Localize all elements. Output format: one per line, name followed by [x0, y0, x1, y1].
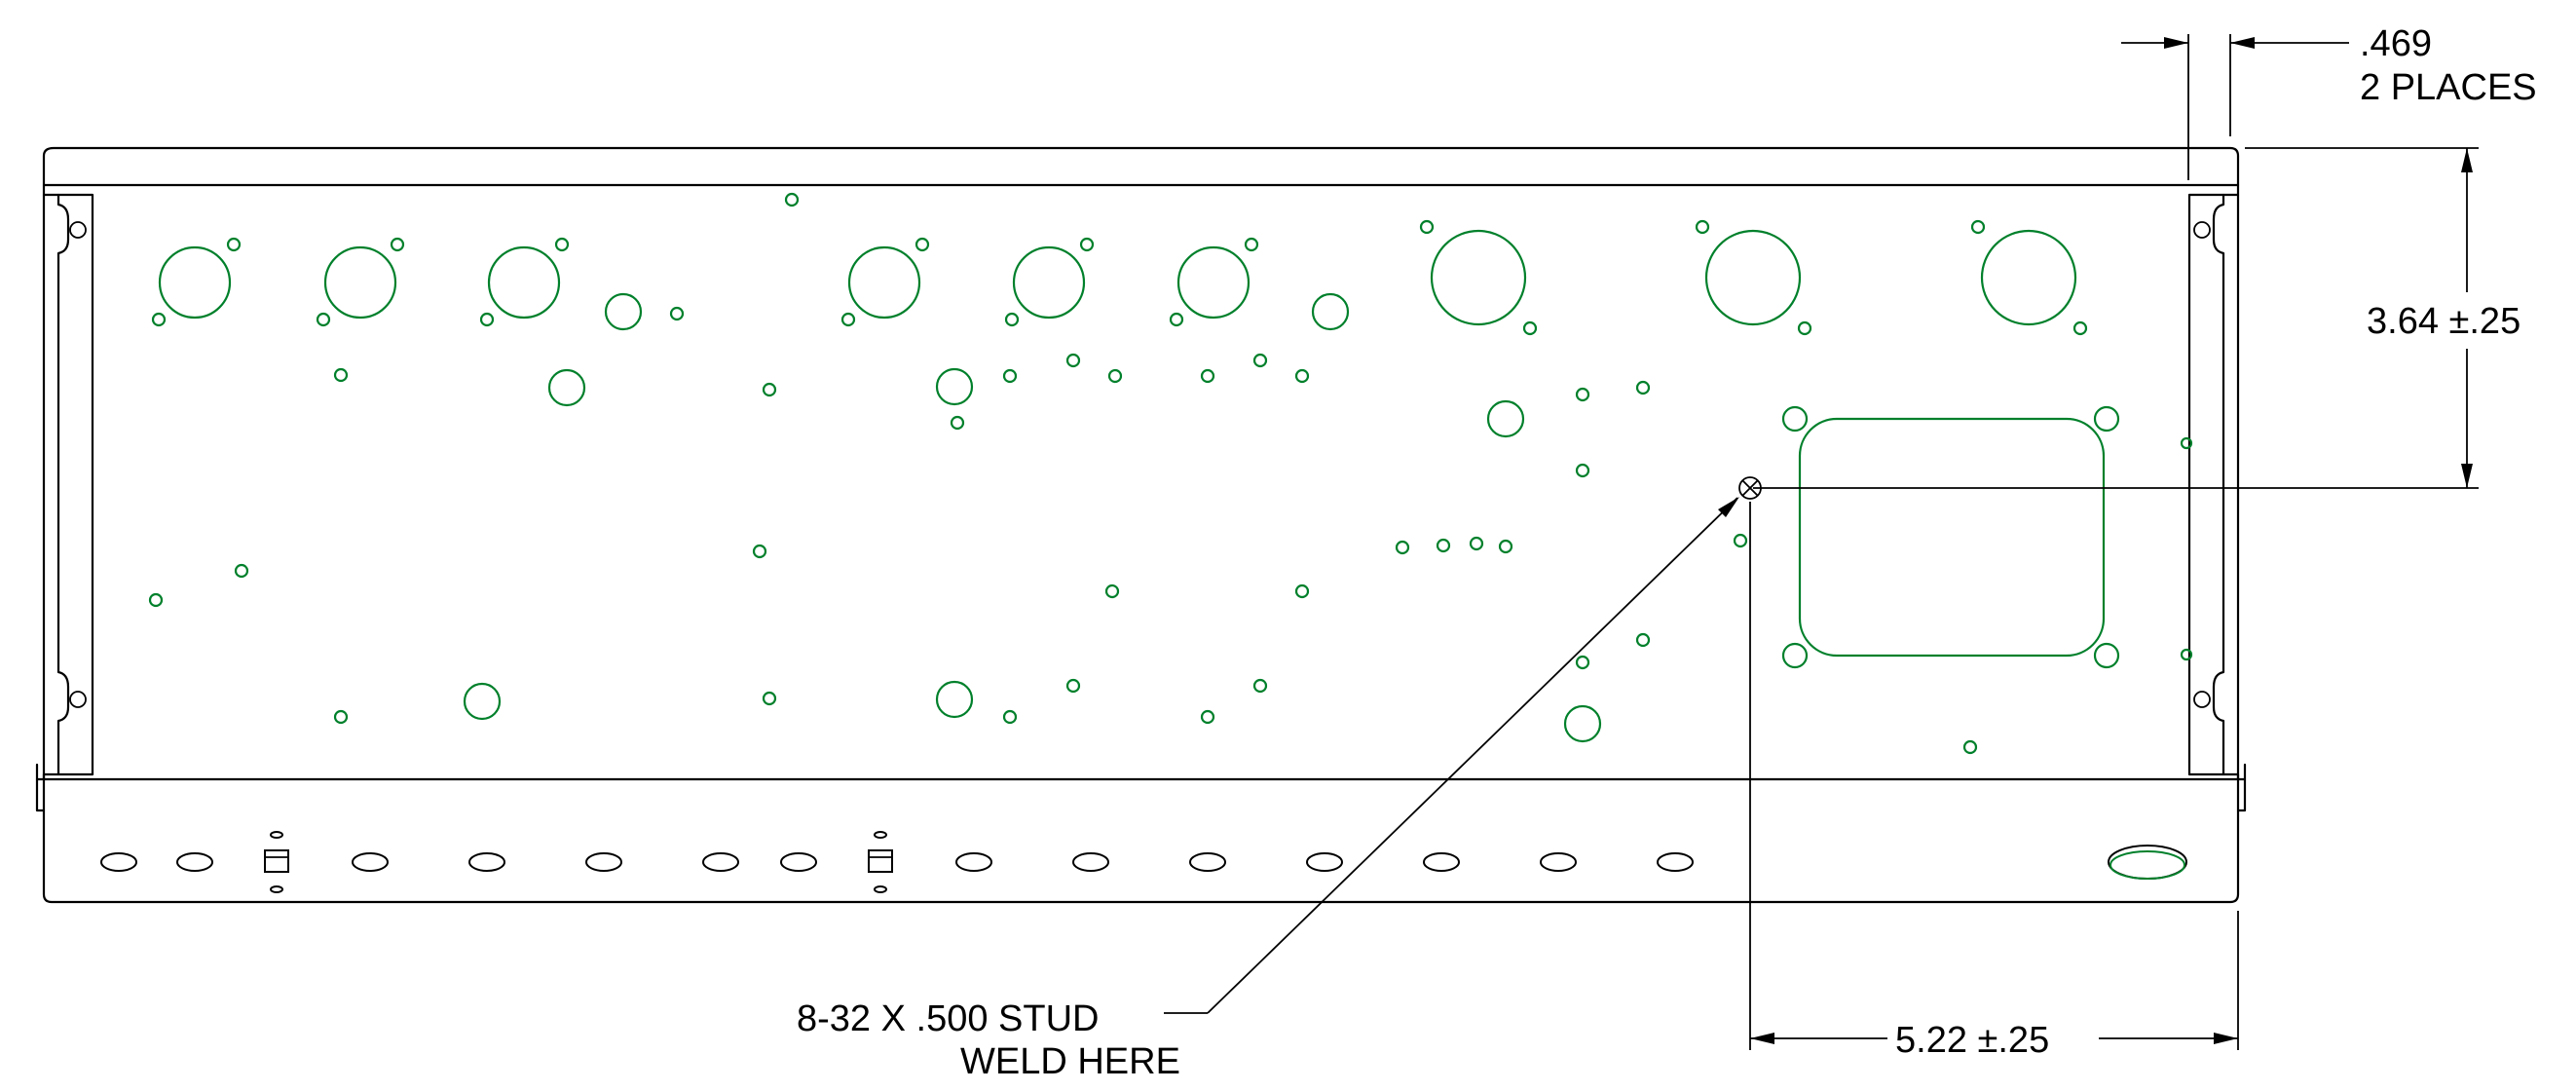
- weld-stud-callout: 8-32 X .500 STUD WELD HERE: [797, 476, 1762, 1082]
- horizontal-dimension-label: 5.22 ±.25: [1895, 1020, 2049, 1061]
- bracket-holes: [69, 221, 2211, 708]
- horizontal-dimension: 5.22 ±.25: [1749, 502, 2239, 1061]
- vertical-dimension-label: 3.64 ±.25: [2367, 301, 2520, 342]
- circle-x-icon: [1738, 476, 1762, 500]
- thickness-value: .469: [2360, 23, 2432, 64]
- thickness-dimension: .469 2 PLACES: [2121, 23, 2537, 180]
- thickness-note: 2 PLACES: [2360, 67, 2537, 108]
- flange-slots: [100, 831, 2187, 893]
- panel-hole-pattern: [148, 192, 2193, 755]
- stud-callout-line1: 8-32 X .500 STUD: [797, 998, 1099, 1039]
- panel-outline: [35, 146, 2247, 904]
- vertical-dimension: 3.64 ±.25: [1753, 147, 2520, 489]
- stud-callout-line2: WELD HERE: [960, 1041, 1180, 1082]
